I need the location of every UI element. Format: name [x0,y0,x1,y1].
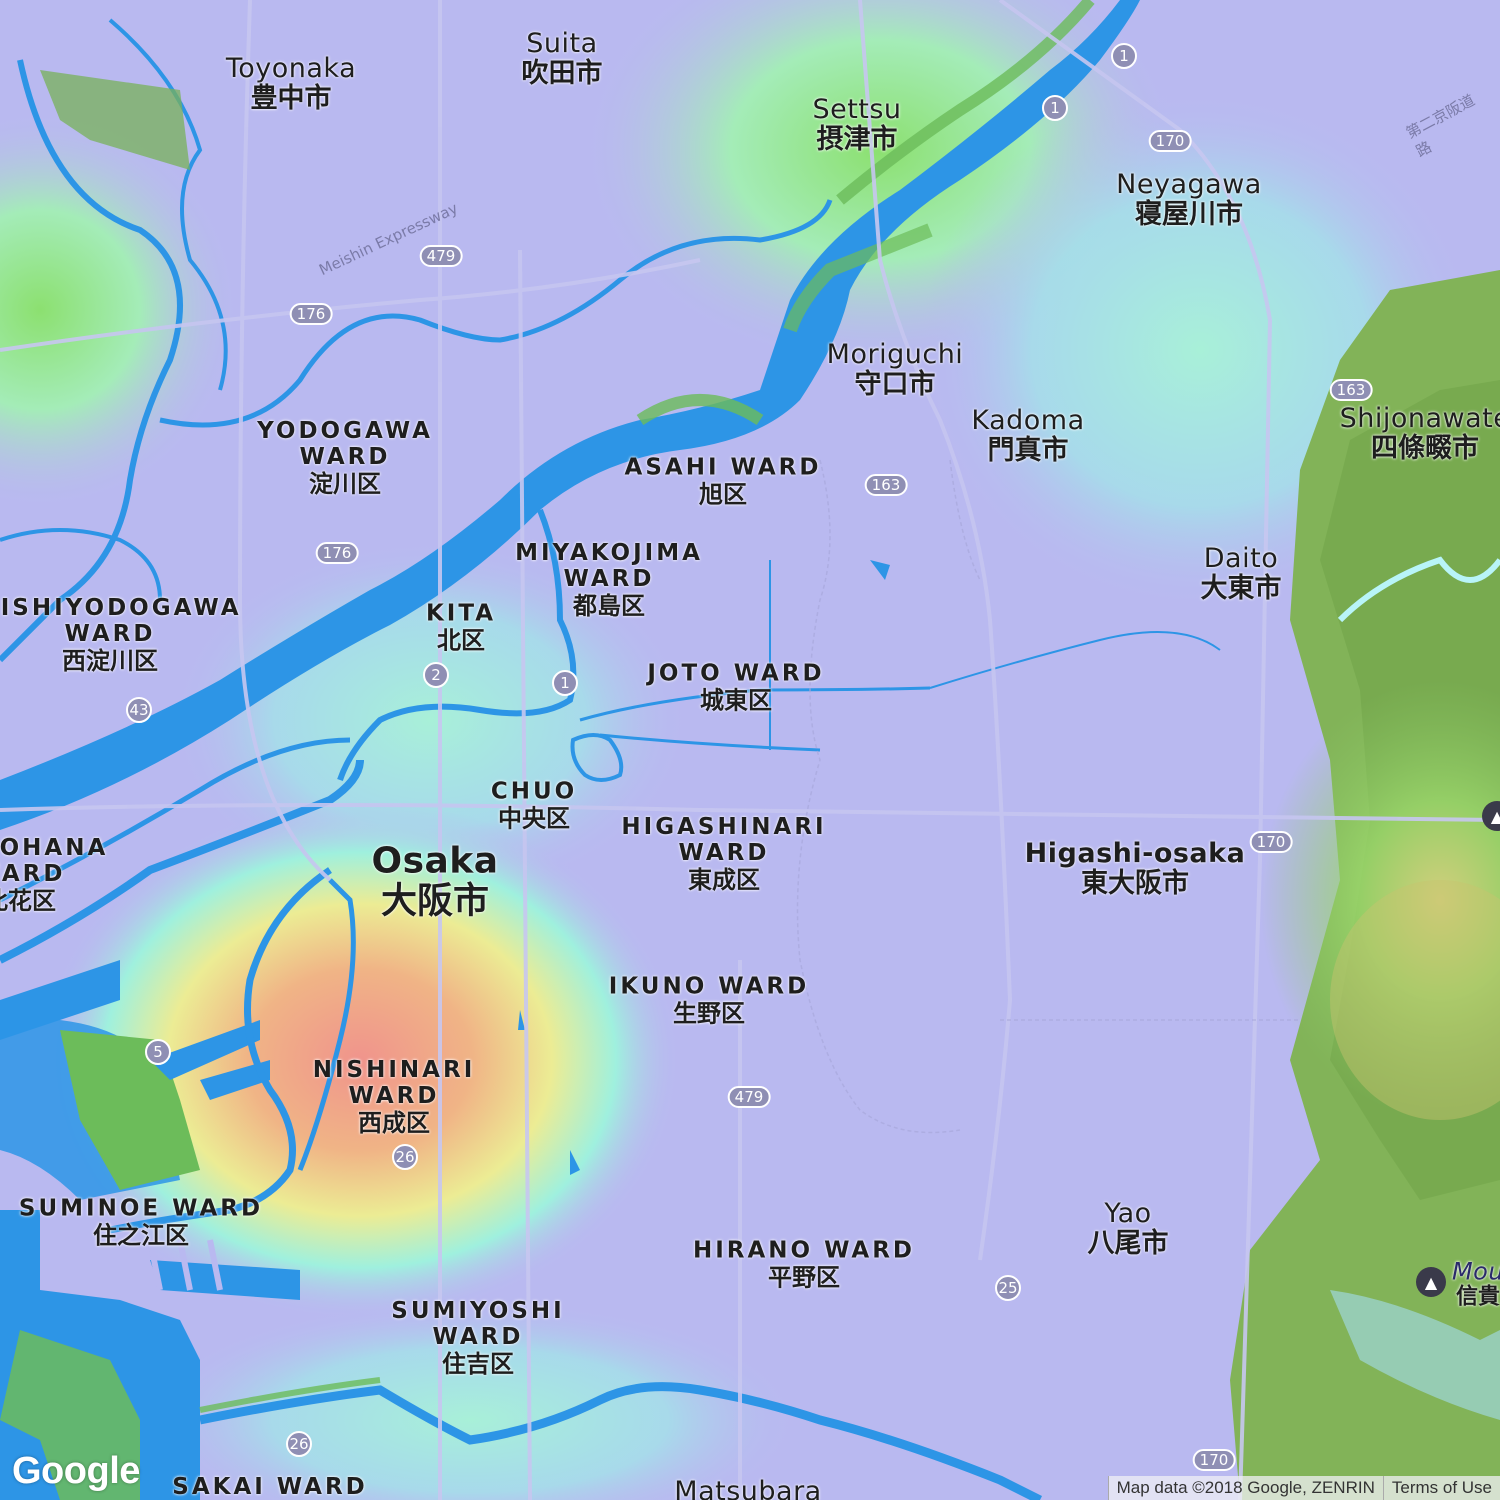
place-nishinari-ward: NISHINARI WARD 西成区 [312,1056,476,1137]
heatmap-blob-northwest [0,110,240,510]
place-sumiyoshi-ward: SUMIYOSHI WARD 住吉区 [391,1297,565,1378]
route-shield: 26 [392,1144,418,1170]
place-moriguchi: Moriguchi 守口市 [826,338,964,400]
place-matsubara: Matsubara [674,1475,822,1500]
mountain-icon[interactable]: ▲ [1416,1267,1446,1297]
route-shield: 479 [727,1086,771,1108]
place-konohana-ward: KONOHANA WARD此花区 [0,834,109,915]
route-shield: 5 [145,1039,171,1065]
place-mount-shigi: Mou 信貴 [1451,1257,1500,1310]
yodo-river [0,0,1140,830]
place-osaka: Osaka 大阪市 [371,840,499,922]
yamato-river [199,1382,1043,1500]
place-joto-ward: JOTO WARD 城東区 [647,660,825,715]
route-shield: 163 [864,474,908,496]
route-shield: 2 [423,662,449,688]
northwest-greenery [40,70,190,170]
place-kadoma: Kadoma 門真市 [971,404,1085,466]
place-kita: KITA 北区 [425,600,497,655]
map-attribution-bar: Map data ©2018 Google, ZENRIN Terms of U… [1107,1476,1500,1500]
route-shield: 1 [1042,95,1068,121]
place-higashinari-ward: HIGASHINARI WARD 東成区 [621,813,827,894]
place-shijonawate: Shijonawate 四條畷市 [1339,402,1500,464]
route-shield: 26 [286,1431,312,1457]
place-toyonaka: Toyonaka 豊中市 [225,52,357,114]
place-suita: Suita 吹田市 [521,27,603,89]
place-ikuno-ward: IKUNO WARD 生野区 [608,973,810,1028]
route-shield: 25 [995,1275,1021,1301]
route-shield: 176 [289,303,333,325]
route-shield: 170 [1148,130,1192,152]
route-shield: 479 [419,245,463,267]
place-nishiyodogawa-ward: NISHIYODOGAWA WARD 西淀川区 [0,594,242,675]
heatmap-blob-hotspot [40,800,680,1320]
place-daito: Daito 大東市 [1200,542,1282,604]
route-shield: 163 [1329,379,1373,401]
place-asahi-ward: ASAHI WARD 旭区 [624,454,822,509]
route-shield: 170 [1192,1449,1236,1471]
place-settsu: Settsu 摂津市 [812,93,902,155]
route-shield: 1 [552,670,578,696]
place-yodogawa-ward: YODOGAWA WARD 淀川区 [257,417,433,498]
place-higashi-osaka: Higashi-osaka 東大阪市 [1024,837,1246,899]
map-data-attribution: Map data ©2018 Google, ZENRIN [1107,1476,1383,1500]
google-logo: Google [12,1450,140,1492]
kanzaki-river [0,59,183,663]
place-neyagawa: Neyagawa 寝屋川市 [1116,168,1262,230]
place-hirano-ward: HIRANO WARD 平野区 [692,1237,916,1292]
route-shield: 43 [126,697,152,723]
place-yao: Yao 八尾市 [1087,1197,1169,1259]
place-suminoe-ward: SUMINOE WARD 住之江区 [18,1195,264,1250]
route-shield: 1 [1111,43,1137,69]
mountain-icon-east[interactable]: ▲ [1482,801,1500,831]
route-shield: 170 [1249,831,1293,853]
route-shield: 176 [315,542,359,564]
place-chuo: CHUO 中央区 [490,778,578,833]
terms-of-use-link[interactable]: Terms of Use [1382,1476,1500,1500]
place-miyakojima-ward: MIYAKOJIMA WARD 都島区 [515,539,703,620]
place-sakai-ward: SAKAI WARD [172,1474,368,1500]
